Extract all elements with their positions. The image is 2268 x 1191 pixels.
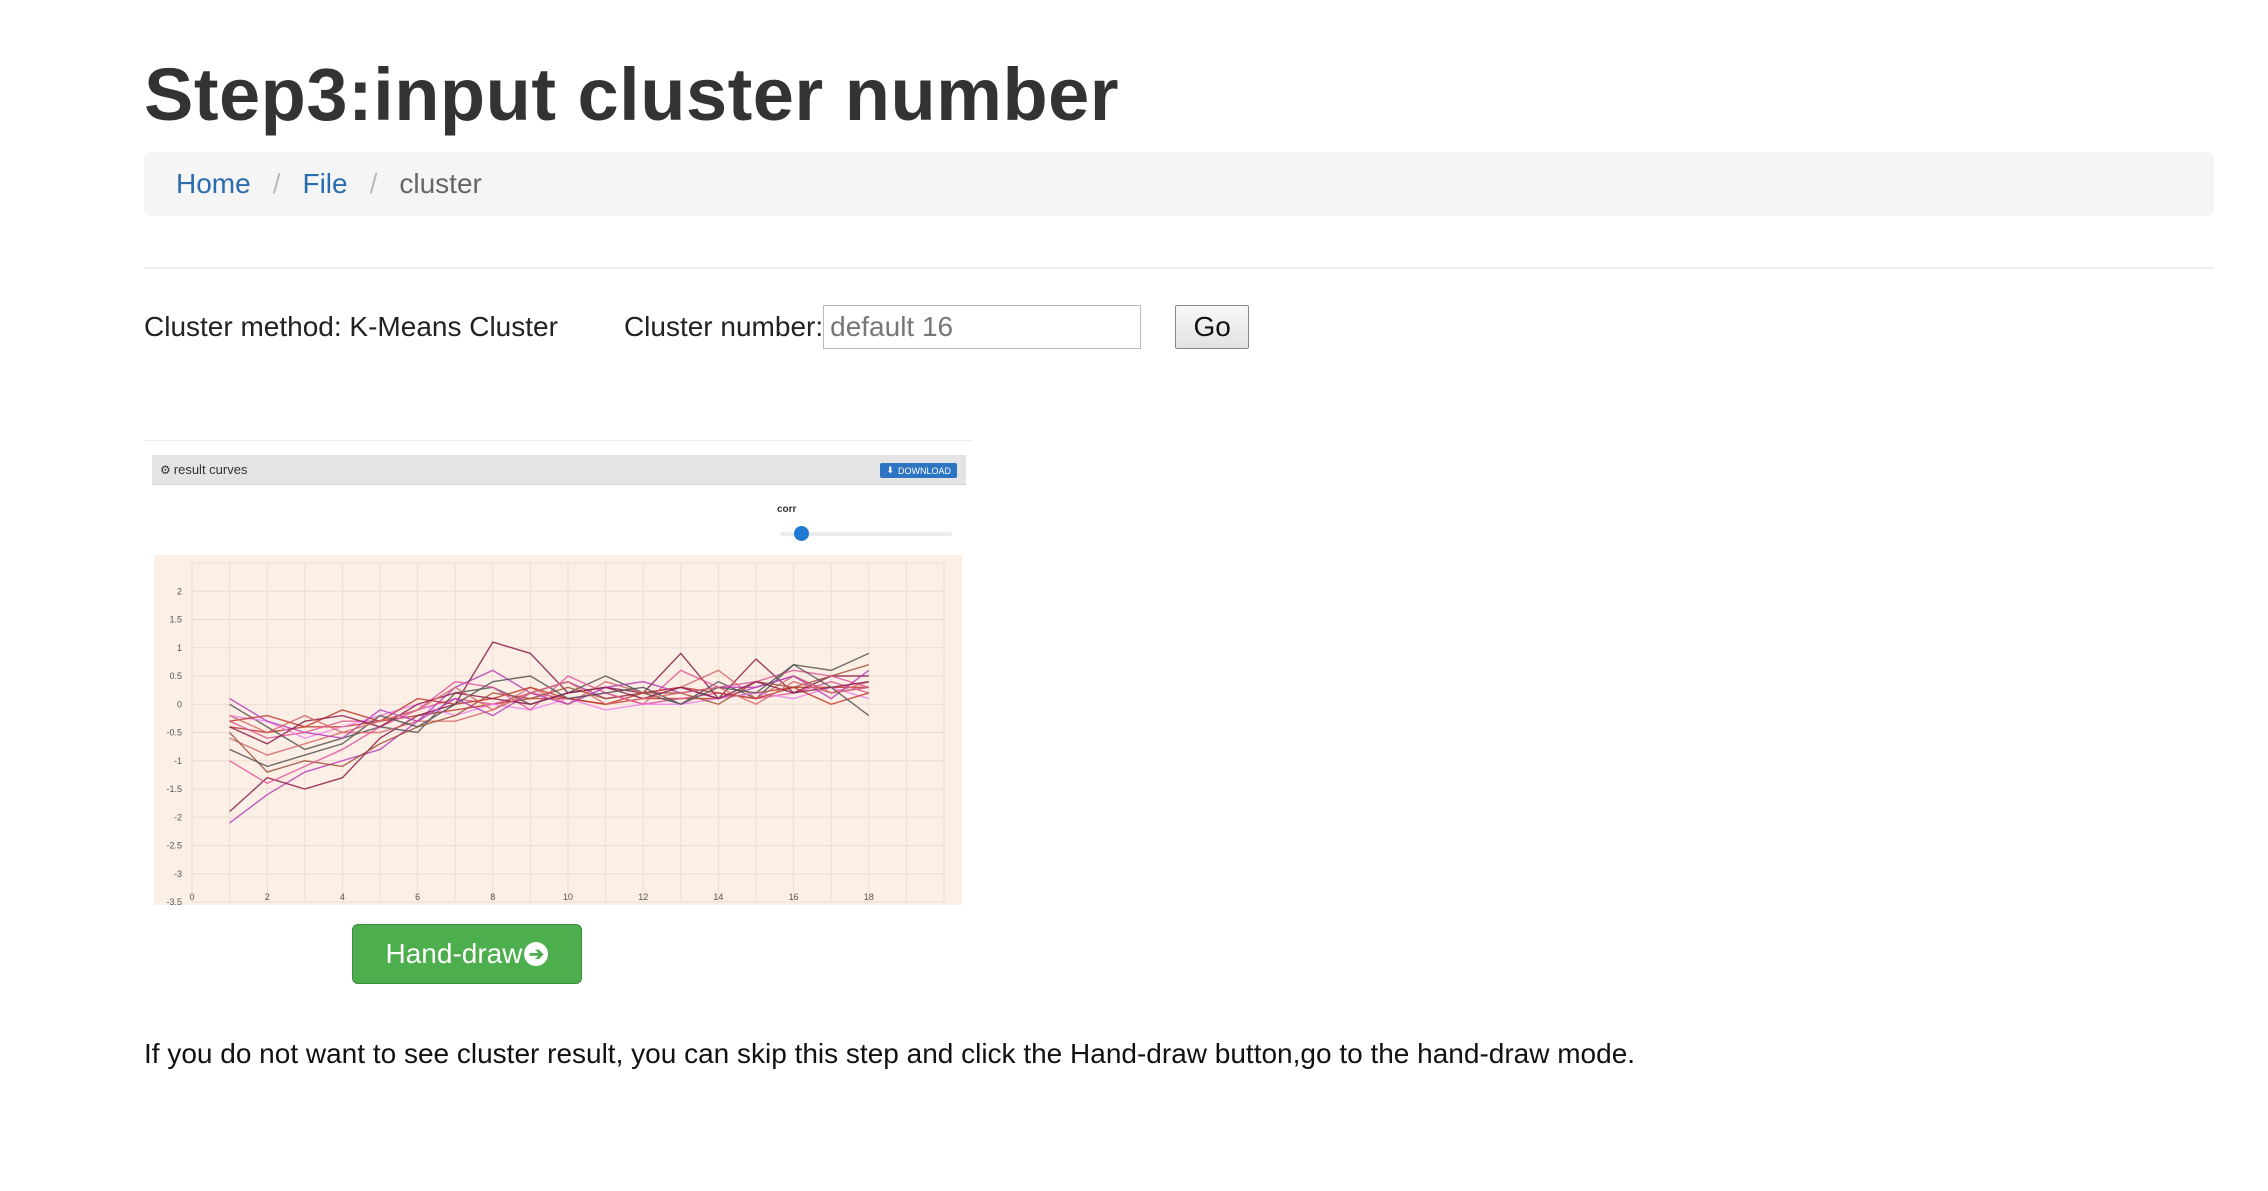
corr-slider-thumb[interactable] [793,526,809,541]
x-tick-label: 8 [490,892,495,902]
help-text: If you do not want to see cluster result… [144,1038,1636,1069]
y-tick-label: -2.5 [166,841,182,851]
y-tick-label: -3 [174,869,182,879]
panel-header: ⚙ result curves ⬇ DOWNLOAD [152,455,966,485]
y-tick-label: -3.5 [166,897,182,905]
series-line [229,669,870,756]
result-curves-chart: 2 1.5 1 0.5 0 -0.5 -1 -1.5 -2 -2.5 -3 -3.5 0 2 4 6 8 10 12… [154,555,964,907]
go-button[interactable]: Go [1175,305,1250,349]
y-tick-label: 1 [177,643,182,653]
y-tick-label: 2 [177,586,182,596]
download-button[interactable]: ⬇ DOWNLOAD [880,463,957,478]
cluster-form: Cluster method: K-Means Cluster Cluster … [144,304,1250,350]
series-line [229,680,869,734]
gear-icon: ⚙ [160,462,171,477]
download-icon: ⬇ [886,465,894,475]
corr-slider-label: corr [777,504,797,515]
hand-draw-label: Hand-draw [385,938,523,969]
y-tick-label: 0.5 [169,671,182,681]
breadcrumb-current: cluster [399,168,482,199]
y-tick-label: 1.5 [169,615,182,625]
breadcrumb-home-link[interactable]: Home [176,168,251,199]
x-tick-label: 16 [789,892,799,902]
y-tick-label: -1 [174,756,182,766]
series-line [229,669,870,785]
result-curves-svg: 2 1.5 1 0.5 0 -0.5 -1 -1.5 -2 -2.5 -3 -3.5 0 2 4 6 8 10 12… [154,555,962,907]
arrow-circle-right-icon: ➔ [524,942,549,966]
cluster-number-input[interactable] [823,305,1142,349]
breadcrumb-separator: / [369,168,378,199]
y-tick-label: 0 [177,699,182,709]
corr-slider[interactable] [780,526,952,541]
breadcrumb-file-link[interactable]: File [302,168,348,199]
breadcrumb: Home / File / cluster [144,152,2214,216]
download-label: DOWNLOAD [897,465,951,476]
series-line [229,686,870,739]
result-curves-panel: ⚙ result curves ⬇ DOWNLOAD corr 2 1.5 1 0.5… [144,440,972,907]
x-tick-label: 14 [713,892,723,902]
series-line [229,641,869,813]
y-tick-label: -1.5 [166,784,182,794]
divider [144,267,2214,269]
cluster-method-label: Cluster method: K-Means Cluster [144,311,558,342]
x-tick-label: 4 [340,892,345,902]
breadcrumb-separator: / [272,168,281,199]
panel-title: result curves [173,462,248,477]
x-tick-label: 18 [864,892,874,902]
x-tick-label: 0 [189,892,194,902]
x-tick-label: 2 [265,892,270,902]
y-tick-label: -2 [174,812,182,822]
page-title: Step3:input cluster number [144,53,1120,136]
cluster-number-label: Cluster number: [623,311,824,342]
x-tick-label: 6 [415,892,420,902]
y-tick-label: -0.5 [166,728,182,738]
hand-draw-button[interactable]: Hand-draw ➔ [352,924,582,984]
series-line [229,680,869,745]
chart-background [154,555,962,905]
x-tick-label: 10 [563,892,573,902]
x-tick-label: 12 [638,892,648,902]
